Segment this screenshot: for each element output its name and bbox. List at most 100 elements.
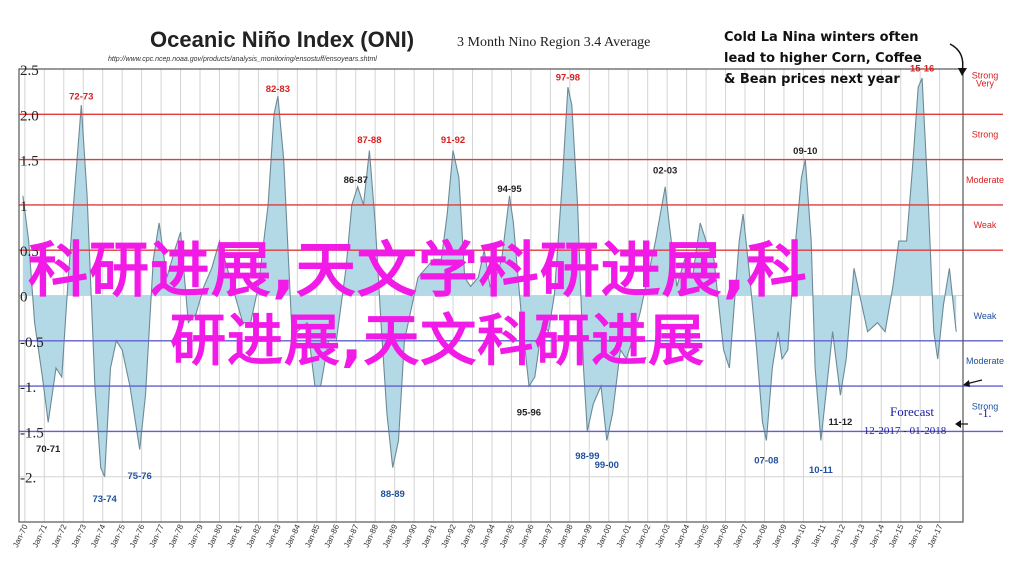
x-tick-label: Jan-74 [89,523,108,549]
y-tick-label: -1. [20,380,36,396]
x-tick-label: Jan-04 [673,523,692,549]
x-tick-label: Jan-82 [245,523,264,549]
value-arrow-head [963,380,970,387]
x-tick-label: Jan-03 [653,523,672,549]
threshold-label: Moderate [966,175,1004,185]
x-tick-label: Jan-99 [576,523,595,549]
x-tick-label: Jan-01 [615,523,634,549]
x-tick-label: Jan-12 [829,523,848,549]
event-label: 91-92 [441,135,465,146]
event-label: 86-87 [344,175,368,186]
watermark-line-2: 研进展,天文科研进展 [170,309,706,374]
plot-frame [18,68,964,523]
forecast-value: -1. [979,406,992,420]
event-label: 70-71 [36,444,61,455]
threshold-label: Strong [972,401,999,411]
callout-line: Cold La Nina winters often [724,30,919,45]
x-tick-label: Jan-81 [225,523,244,549]
x-tick-label: Jan-72 [50,523,69,549]
x-tick-label: Jan-89 [381,523,400,549]
x-tick-label: Jan-92 [439,523,458,549]
event-label: 11-12 [828,417,852,428]
callout-box: Cold La Nina winters often lead to highe… [724,27,922,90]
event-label: 75-76 [128,471,152,482]
callout-line: & Bean prices next year [724,72,900,87]
x-tick-label: Jan-96 [517,523,536,549]
event-label: 94-95 [497,184,522,195]
threshold-label: Strong [972,70,999,80]
event-label: 98-99 [575,451,599,462]
event-label: 73-74 [92,494,117,505]
x-tick-label: Jan-91 [420,523,439,549]
event-label: 10-11 [809,465,833,476]
event-label: 07-08 [754,456,778,467]
event-label: 15-16 [910,63,934,74]
x-tick-label: Jan-93 [459,523,478,549]
x-tick-label: Jan-80 [206,523,225,549]
x-tick-label: Jan-77 [147,523,166,549]
x-tick-label: Jan-71 [31,523,50,549]
x-tick-label: Jan-11 [809,523,827,549]
x-tick-label: Jan-16 [906,523,925,549]
x-tick-label: Jan-08 [751,523,770,549]
threshold-label: Weak [974,311,997,321]
threshold-label: Strong [972,130,999,140]
x-tick-label: Jan-07 [731,523,750,549]
y-tick-label: 2.0 [20,108,39,124]
y-tick-label: 1 [20,199,28,215]
x-tick-label: Jan-86 [323,523,342,549]
x-tick-label: Jan-14 [868,523,887,549]
event-label: 99-00 [595,460,619,471]
event-label: 87-88 [357,135,381,146]
x-tick-label: Jan-95 [498,523,517,549]
event-label: 82-83 [266,84,290,95]
x-tick-label: Jan-88 [362,523,381,549]
x-tick-label: Jan-85 [303,523,322,549]
forecast-arrow-head [955,420,961,428]
watermark-line-1: 科研进展,天文学科研进展,科 [28,236,808,306]
chart-subtitle: 3 Month Nino Region 3.4 Average [457,35,651,50]
y-tick-label: -2. [20,471,36,487]
callout-arrow [949,43,964,73]
x-tick-label: Jan-15 [887,523,906,549]
event-label: 09-10 [793,146,817,157]
threshold-label: Weak [974,220,997,230]
oni-area-fill [22,78,957,477]
x-tick-label: Jan-87 [342,523,361,549]
y-tick-label: 2.5 [20,63,39,79]
x-tick-label: Jan-10 [790,523,809,549]
x-tick-label: Jan-97 [537,523,556,549]
forecast-period: 12-2017 - 01-2018 [864,425,947,437]
x-tick-label: Jan-00 [595,523,614,549]
x-tick-label: Jan-98 [556,523,575,549]
forecast-label: Forecast [890,404,934,419]
x-tick-label: Jan-76 [128,523,147,549]
x-tick-label: Jan-70 [11,523,30,549]
threshold-label: Very [976,78,995,88]
x-tick-label: Jan-17 [926,523,945,549]
y-tick-label: 0.5 [20,244,39,260]
event-label: 97-98 [556,72,580,83]
callout-line: lead to higher Corn, Coffee [724,51,922,66]
y-tick-label: 0 [20,290,28,306]
callout-arrow-head [958,68,967,76]
y-tick-label: -0.5 [20,335,44,351]
event-label: 72-73 [69,91,93,102]
event-label: 02-03 [653,166,677,177]
y-tick-label: 1.5 [20,154,39,170]
x-tick-label: Jan-13 [848,523,867,549]
x-tick-label: Jan-84 [284,523,303,549]
chart-title: Oceanic Niño Index (ONI) [150,27,415,52]
x-tick-label: Jan-90 [400,523,419,549]
threshold-label: Moderate [966,356,1004,366]
x-tick-label: Jan-09 [770,523,789,549]
x-tick-label: Jan-75 [108,523,127,549]
x-tick-label: Jan-79 [186,523,205,549]
event-label: 95-96 [517,408,541,419]
source-url: http://www.cpc.ncep.noaa.gov/products/an… [108,56,377,63]
x-tick-label: Jan-73 [70,523,89,549]
x-tick-label: Jan-94 [478,523,497,549]
x-tick-label: Jan-83 [264,523,283,549]
